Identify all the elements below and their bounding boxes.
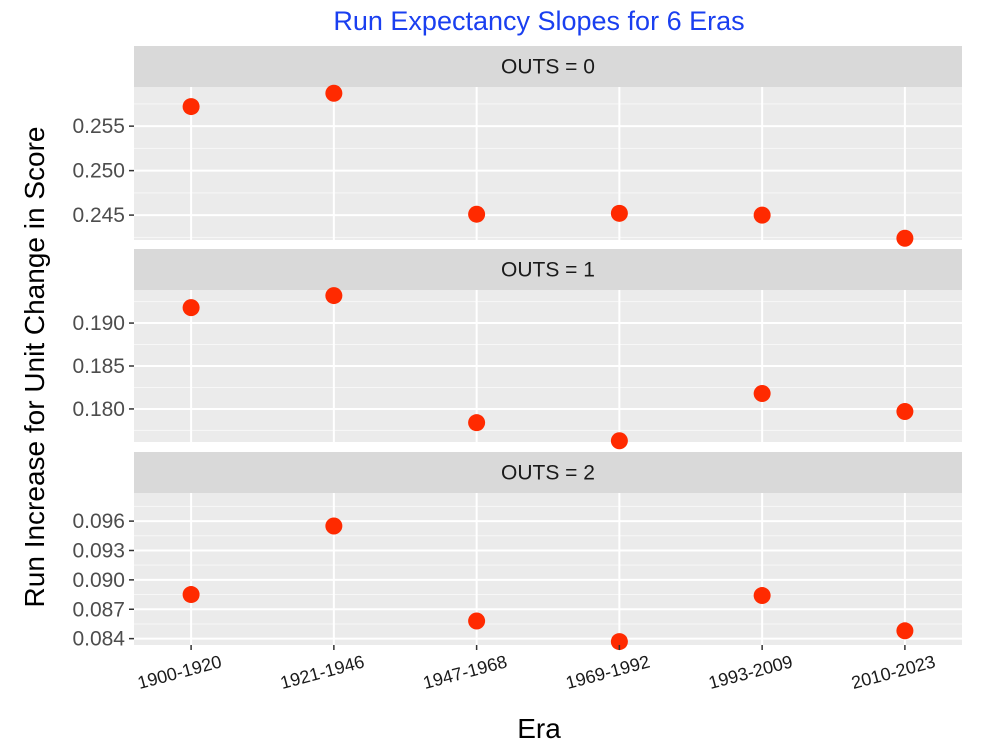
data-point [468, 612, 486, 630]
data-point [182, 586, 200, 604]
y-tick-label: 0.255 [72, 115, 125, 138]
panel-background [134, 87, 962, 240]
x-tick-label: 2010-2023 [849, 651, 937, 693]
data-point [182, 98, 200, 116]
y-tick-label: 0.087 [72, 598, 125, 621]
data-point [753, 587, 771, 605]
facet-panel: OUTS = 0 0.245 0.250 0.255 [72, 46, 962, 247]
data-point [325, 517, 343, 535]
y-tick-label: 0.190 [72, 312, 125, 335]
facet-strip-label: OUTS = 1 [501, 259, 595, 282]
y-tick-label: 0.090 [72, 569, 125, 592]
data-point [325, 287, 343, 305]
y-tick-label: 0.096 [72, 510, 125, 533]
data-point [610, 633, 628, 651]
facet-strip-label: OUTS = 0 [501, 56, 595, 79]
y-tick-label: 0.093 [72, 539, 125, 562]
x-tick-label: 1947-1968 [421, 651, 509, 693]
data-point [753, 384, 771, 402]
y-tick-label: 0.180 [72, 398, 125, 421]
facet-panel: OUTS = 1 0.180 0.185 0.190 [72, 249, 962, 450]
facet-strip [134, 46, 962, 87]
facet-strip [134, 249, 962, 290]
data-point [896, 622, 914, 640]
x-tick-label: 1969-1992 [564, 651, 652, 693]
panel-background [134, 493, 962, 645]
data-point [896, 403, 914, 421]
y-axis-title: Run Increase for Unit Change in Score [19, 127, 50, 608]
data-point [610, 432, 628, 450]
data-point [182, 299, 200, 317]
y-tick-label: 0.084 [72, 628, 125, 651]
y-tick-label: 0.250 [72, 160, 125, 183]
x-axis: 1900-1920 1921-1946 1947-1968 1969-1992 1993… [135, 645, 938, 693]
data-point [753, 206, 771, 224]
facet-strip-label: OUTS = 2 [501, 462, 595, 485]
data-point [325, 84, 343, 102]
chart-title: Run Expectancy Slopes for 6 Eras [333, 6, 744, 36]
facet-panel: OUTS = 2 0.084 0.087 0.090 0.093 0.096 [72, 452, 962, 651]
data-point [610, 204, 628, 222]
x-axis-title: Era [517, 713, 561, 744]
x-tick-label: 1900-1920 [135, 651, 223, 693]
data-point [468, 205, 486, 223]
y-tick-label: 0.245 [72, 204, 125, 227]
x-tick-label: 1921-1946 [278, 651, 366, 693]
facet-panels: OUTS = 0 0.245 0.250 0.255 OUTS = 1 0.180 0.18… [72, 46, 962, 651]
y-tick-label: 0.185 [72, 355, 125, 378]
facet-strip [134, 452, 962, 493]
x-tick-label: 1993-2009 [706, 651, 794, 693]
data-point [468, 414, 486, 432]
data-point [896, 229, 914, 247]
